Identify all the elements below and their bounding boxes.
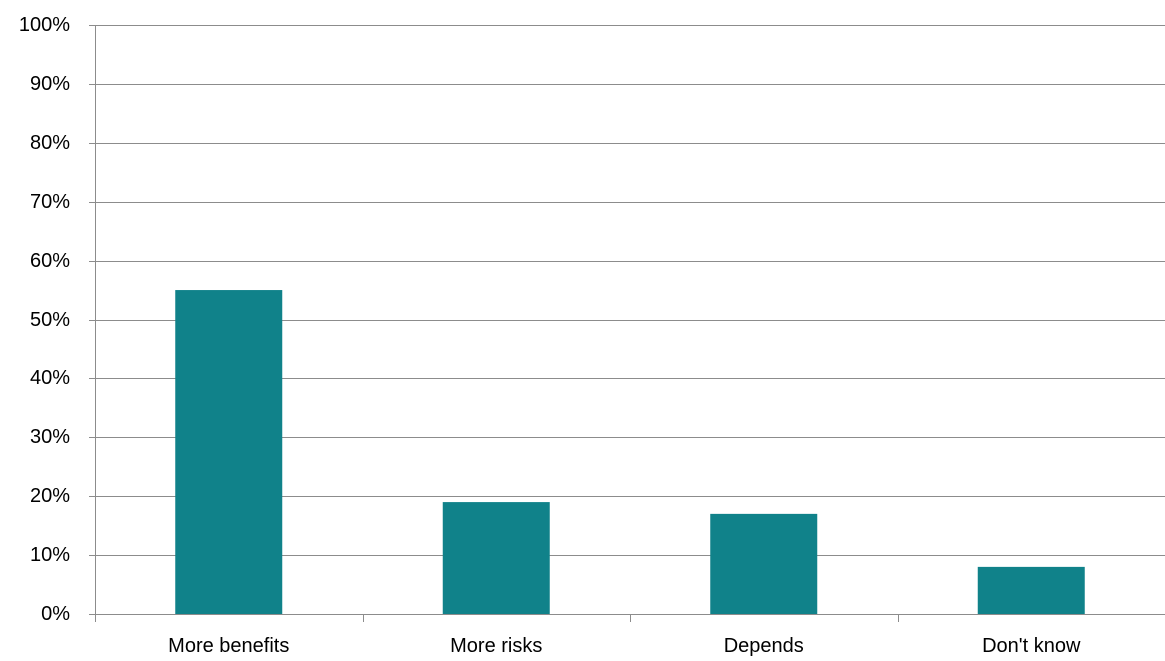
y-tick-label: 90% xyxy=(30,73,70,95)
y-tick-label: 80% xyxy=(30,132,70,154)
y-tick-label: 50% xyxy=(30,309,70,331)
y-tick-label: 30% xyxy=(30,426,70,448)
y-tick-label: 20% xyxy=(30,485,70,507)
y-tick-label: 40% xyxy=(30,367,70,389)
bar xyxy=(442,502,550,614)
y-tick-label: 60% xyxy=(30,250,70,272)
y-tick-label: 100% xyxy=(19,14,70,36)
bar xyxy=(175,290,283,614)
bar xyxy=(977,566,1085,614)
y-tick-label: 0% xyxy=(41,603,70,625)
x-category-label: More risks xyxy=(450,635,542,657)
axes xyxy=(89,25,1165,622)
x-category-label: Don't know xyxy=(982,635,1081,657)
y-tick-label: 70% xyxy=(30,191,70,213)
y-tick-label: 10% xyxy=(30,544,70,566)
x-category-label: Depends xyxy=(724,635,804,657)
x-category-label: More benefits xyxy=(168,635,289,657)
y-tick-labels: 0% 10% 20% 30% 40% 50% 60% 70% 80% 90% 100% xyxy=(19,14,70,625)
bar xyxy=(710,513,818,614)
x-category-labels: More benefits More risks Depends Don't know xyxy=(168,635,1081,657)
bars xyxy=(175,290,1085,614)
